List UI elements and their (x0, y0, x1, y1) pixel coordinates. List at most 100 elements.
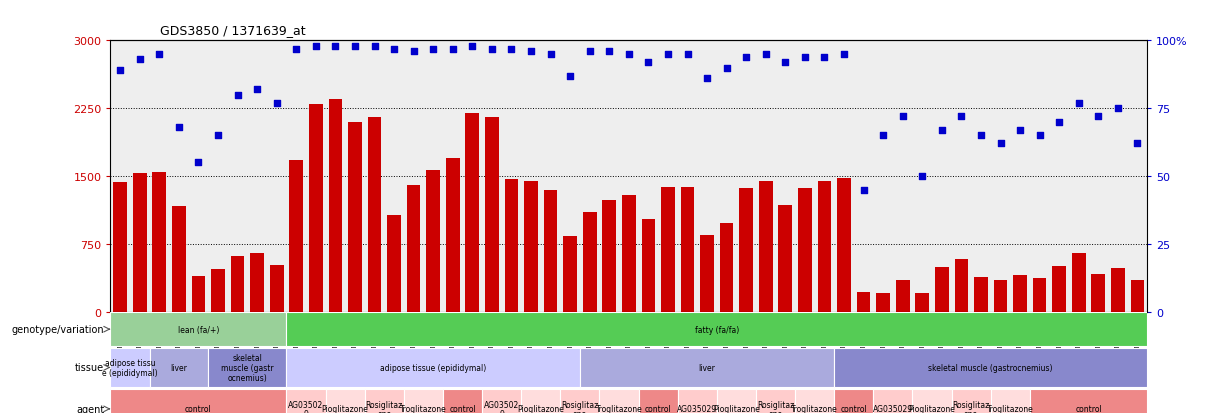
Bar (1014, 276, 1027, 312)
Point (893, 114, 913, 120)
Bar (1130, 280, 1145, 312)
Bar (172, 206, 185, 312)
Point (1029, 133, 1049, 139)
Point (971, 133, 990, 139)
Text: Pioglitazone: Pioglitazone (321, 404, 368, 413)
Text: Pioglitazone: Pioglitazone (713, 404, 760, 413)
Bar (677, 389, 717, 413)
Text: liver: liver (171, 363, 188, 372)
Point (463, 43, 482, 50)
Point (933, 127, 952, 134)
Bar (443, 389, 482, 413)
Bar (876, 294, 890, 312)
Bar (740, 188, 753, 312)
Bar (286, 348, 580, 387)
Point (658, 52, 677, 58)
Bar (325, 389, 364, 413)
Point (1010, 127, 1029, 134)
Bar (583, 213, 596, 312)
Bar (286, 313, 1147, 346)
Text: Rosiglitaz
one: Rosiglitaz one (561, 399, 599, 413)
Bar (622, 195, 636, 312)
Bar (834, 389, 874, 413)
Point (1108, 106, 1128, 112)
Bar (364, 389, 404, 413)
Text: Pioglitazone: Pioglitazone (909, 404, 956, 413)
Point (677, 52, 697, 58)
Bar (915, 294, 929, 312)
Point (854, 187, 874, 193)
Bar (874, 389, 913, 413)
Bar (209, 348, 286, 387)
Bar (795, 389, 834, 413)
Bar (638, 389, 677, 413)
Bar (856, 292, 870, 312)
Point (384, 46, 404, 53)
Bar (717, 389, 756, 413)
Bar (778, 205, 793, 312)
Bar (974, 278, 988, 312)
Point (913, 173, 933, 180)
Text: fatty (fa/fa): fatty (fa/fa) (694, 325, 739, 334)
Bar (994, 280, 1007, 312)
Bar (1112, 268, 1125, 312)
Point (618, 52, 638, 58)
Point (1049, 119, 1069, 126)
Point (482, 46, 502, 53)
Bar (133, 174, 146, 312)
Bar (681, 188, 694, 312)
Text: Rosiglitaz
one: Rosiglitaz one (952, 399, 990, 413)
Point (874, 133, 893, 139)
Point (1088, 114, 1108, 120)
Point (110, 68, 130, 74)
Text: adipose tissue (epididymal): adipose tissue (epididymal) (380, 363, 486, 372)
Point (169, 125, 189, 131)
Point (404, 49, 423, 55)
Point (775, 59, 795, 66)
Point (502, 46, 521, 53)
Text: genotype/variation: genotype/variation (12, 324, 104, 335)
Point (580, 49, 600, 55)
Text: tissue: tissue (75, 363, 104, 373)
Bar (524, 181, 537, 312)
Bar (661, 188, 675, 312)
Bar (485, 118, 498, 312)
Bar (563, 236, 577, 312)
Point (600, 49, 620, 55)
Text: AG03502
9: AG03502 9 (485, 399, 519, 413)
Bar (913, 389, 952, 413)
Point (1069, 100, 1088, 107)
Bar (388, 215, 401, 312)
Bar (110, 313, 286, 346)
Bar (990, 389, 1029, 413)
Point (130, 57, 150, 64)
Bar (110, 348, 150, 387)
Bar (955, 259, 968, 312)
Text: control: control (645, 404, 671, 413)
Text: lean (fa/+): lean (fa/+) (178, 325, 220, 334)
Bar (309, 104, 323, 312)
Point (952, 114, 972, 120)
Bar (521, 389, 561, 413)
Bar (191, 277, 205, 312)
Bar (642, 220, 655, 312)
Text: AG035029: AG035029 (677, 404, 718, 413)
Bar (561, 389, 600, 413)
Bar (407, 185, 421, 312)
Bar (817, 182, 832, 312)
Point (541, 52, 561, 58)
Text: Troglitazone: Troglitazone (987, 404, 1033, 413)
Bar (952, 389, 990, 413)
Point (189, 160, 209, 166)
Bar (1029, 389, 1147, 413)
Point (697, 76, 717, 83)
Text: AG03502
9: AG03502 9 (288, 399, 324, 413)
Point (638, 59, 658, 66)
Text: Troglitazone: Troglitazone (595, 404, 643, 413)
Text: AG035029: AG035029 (872, 404, 913, 413)
Point (795, 54, 815, 61)
Bar (348, 123, 362, 312)
Bar (837, 178, 850, 312)
Text: Rosiglitaz
one: Rosiglitaz one (757, 399, 794, 413)
Point (286, 46, 306, 53)
